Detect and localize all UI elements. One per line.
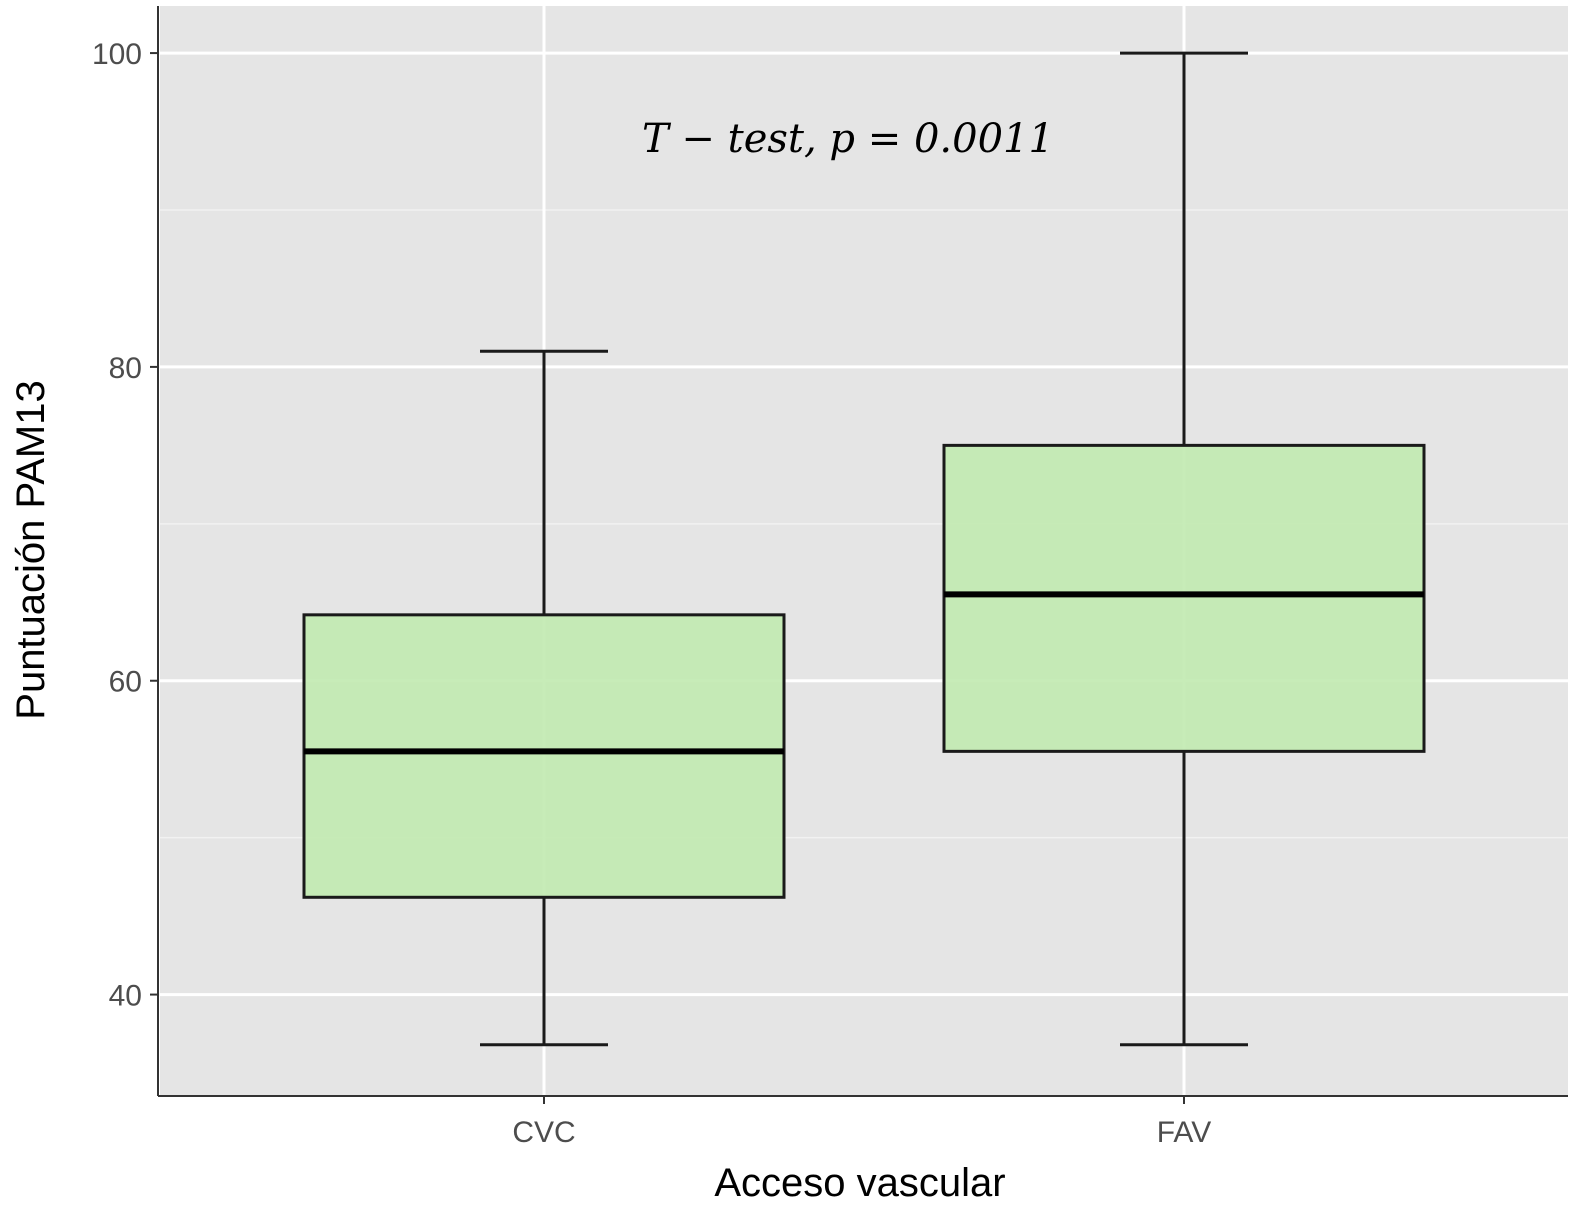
y-axis-title: Puntuación PAM13 <box>9 380 53 719</box>
x-tick-label: CVC <box>512 1116 575 1149</box>
boxes <box>302 51 1426 1047</box>
y-axis-ticks: 40 60 80 100 <box>92 38 158 1013</box>
box-iqr <box>302 613 786 899</box>
y-tick-label: 40 <box>109 980 142 1013</box>
box-iqr <box>942 443 1426 753</box>
box-cvc <box>302 349 786 1047</box>
y-tick-label: 80 <box>109 352 142 385</box>
y-tick-label: 60 <box>109 666 142 699</box>
annotation-text: T − test, p = 0.0011 <box>642 116 1054 162</box>
x-axis-ticks: CVC FAV <box>512 1096 1211 1149</box>
x-axis-title: Acceso vascular <box>714 1161 1005 1205</box>
box-fav <box>942 51 1426 1047</box>
x-tick-label: FAV <box>1157 1116 1211 1149</box>
y-tick-label: 100 <box>92 38 142 71</box>
